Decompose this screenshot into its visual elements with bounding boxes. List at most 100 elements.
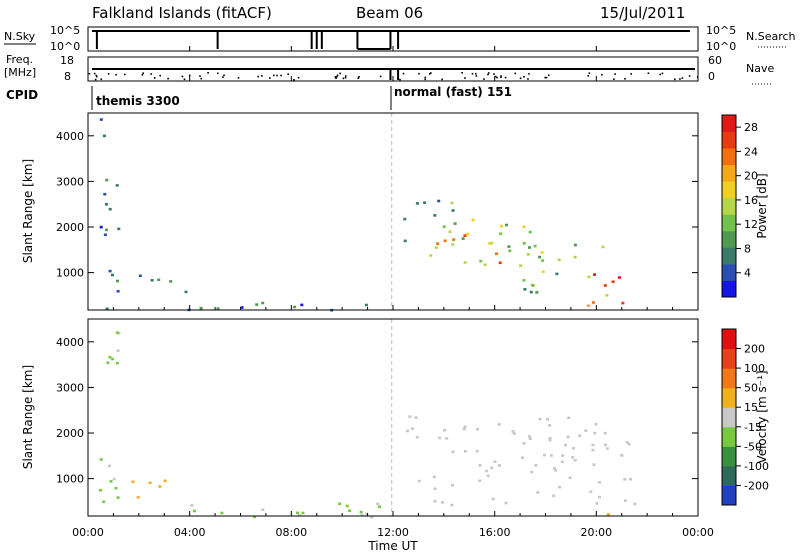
power-cell bbox=[150, 279, 154, 282]
velocity-cell bbox=[376, 502, 380, 506]
velocity-cell bbox=[106, 361, 110, 365]
velocity-colorbar-swatch bbox=[722, 348, 736, 369]
power-cell bbox=[104, 203, 108, 206]
power-cell bbox=[240, 306, 244, 309]
nave-dot bbox=[94, 78, 97, 81]
x-axis-label: Time UT bbox=[367, 539, 418, 553]
velocity-cell bbox=[370, 516, 374, 519]
nave-dot bbox=[153, 77, 156, 79]
power-cell bbox=[519, 264, 523, 267]
power-cell bbox=[507, 245, 511, 248]
power-colorbar-ticks: 4 8 12 16 20 24 28 bbox=[736, 121, 758, 280]
power-cell bbox=[505, 223, 508, 227]
power-cell bbox=[453, 222, 457, 225]
x-tick-label: 00:00 bbox=[682, 526, 714, 539]
power-cell bbox=[116, 279, 119, 283]
nave-dot bbox=[334, 76, 337, 78]
power-cell bbox=[528, 246, 531, 249]
nave-dot bbox=[107, 73, 110, 75]
velocity-colorbar: 200 100 50 15 -15 -50 -100 -200 Velocity [m s⁻¹… bbox=[721, 328, 769, 506]
power-colorbar-swatch bbox=[722, 247, 736, 265]
velocity-colorbar-label: Velocity [m s⁻¹] bbox=[755, 370, 769, 463]
nave-tick-bottom: 0 bbox=[708, 70, 715, 83]
nave-dot bbox=[647, 72, 650, 74]
power-cell bbox=[216, 307, 220, 310]
velocity-cell bbox=[625, 441, 629, 444]
velocity-colorbar-ticks: 200 100 50 15 -15 -50 -100 -200 bbox=[736, 343, 769, 492]
velocity-colorbar-swatch bbox=[722, 329, 736, 350]
velocity-cell bbox=[623, 478, 627, 481]
power-colorbar-tick-label: 8 bbox=[744, 242, 751, 255]
nave-dot bbox=[688, 75, 691, 77]
nave-dot bbox=[674, 78, 676, 81]
nave-dot bbox=[88, 72, 91, 75]
nave-dot bbox=[115, 73, 117, 76]
power-cell bbox=[508, 249, 512, 253]
nave-dot bbox=[95, 74, 98, 77]
nsky-trace bbox=[92, 30, 690, 50]
power-cell bbox=[557, 258, 561, 262]
velocity-cell bbox=[558, 485, 562, 489]
nave-dot bbox=[100, 78, 103, 80]
nave-dot bbox=[297, 76, 300, 79]
nave-dot bbox=[464, 77, 466, 79]
velocity-cell bbox=[605, 447, 609, 450]
date-label: 15/Jul/2011 bbox=[600, 4, 685, 22]
nave-dot bbox=[150, 73, 152, 75]
power-cell bbox=[591, 301, 595, 304]
nsearch-label: N.Search bbox=[746, 30, 796, 43]
power-cell bbox=[523, 288, 527, 291]
power-cell bbox=[451, 209, 455, 212]
nsky-strip: N.Sky 10^5 10^0 10^5 10^0 N.Search bbox=[4, 24, 796, 53]
power-cell bbox=[108, 269, 112, 273]
freq-tick-top: 18 bbox=[60, 54, 74, 67]
nave-dot bbox=[358, 76, 360, 78]
velocity-cell bbox=[548, 437, 552, 440]
velocity-colorbar-tick-label: -15 bbox=[744, 421, 762, 434]
power-colorbar-tick-label: 4 bbox=[744, 267, 751, 280]
power-colorbar-swatch bbox=[722, 164, 736, 182]
velocity-cell bbox=[377, 505, 381, 509]
power-cell bbox=[434, 246, 438, 249]
power-cell bbox=[541, 270, 545, 273]
velocity-cell bbox=[633, 502, 637, 506]
velocity-cell bbox=[534, 464, 538, 467]
power-cell bbox=[111, 273, 114, 277]
power-cell bbox=[535, 291, 539, 294]
power-cell bbox=[463, 234, 467, 237]
x-tick-label: 08:00 bbox=[275, 526, 307, 539]
velocity-cell bbox=[297, 514, 301, 517]
nsky-tick-bottom: 10^0 bbox=[50, 40, 80, 53]
power-cell bbox=[103, 192, 107, 196]
velocity-cell bbox=[486, 474, 490, 478]
nave-dot bbox=[429, 73, 431, 75]
freq-label-top: Freq. bbox=[6, 53, 33, 66]
velocity-cell bbox=[116, 496, 120, 499]
velocity-colorbar-tick-label: -200 bbox=[744, 479, 769, 492]
power-cell bbox=[522, 242, 526, 245]
velocity-cell bbox=[406, 429, 410, 433]
velocity-cell bbox=[548, 424, 552, 427]
power-cell bbox=[495, 252, 498, 256]
power-panel: 1000 2000 3000 4000 Slant Range [km] bbox=[21, 112, 699, 312]
velocity-cell bbox=[566, 435, 570, 439]
velocity-data-cells bbox=[99, 331, 637, 519]
power-cell bbox=[261, 301, 265, 305]
velocity-cell bbox=[301, 511, 305, 515]
velocity-cell bbox=[604, 443, 607, 447]
velocity-cell bbox=[511, 430, 515, 433]
velocity-cell bbox=[597, 481, 601, 484]
nave-dot bbox=[141, 74, 144, 76]
nave-dot bbox=[493, 73, 495, 75]
station-title: Falkland Islands (fitACF) bbox=[92, 4, 272, 22]
velocity-cell bbox=[148, 481, 152, 485]
velocity-cell bbox=[493, 460, 497, 463]
power-cell bbox=[605, 294, 609, 297]
velocity-y-tick-label: 1000 bbox=[56, 473, 84, 486]
nave-dot bbox=[167, 77, 169, 80]
power-cell bbox=[463, 261, 467, 264]
nave-dot bbox=[357, 77, 360, 79]
velocity-cell bbox=[584, 429, 588, 432]
nave-dot bbox=[544, 76, 546, 79]
velocity-cell bbox=[115, 331, 119, 335]
